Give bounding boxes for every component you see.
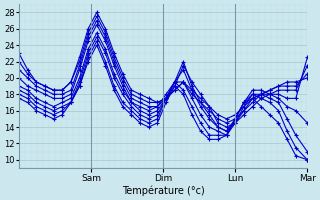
X-axis label: Température (°c): Température (°c)	[122, 185, 204, 196]
